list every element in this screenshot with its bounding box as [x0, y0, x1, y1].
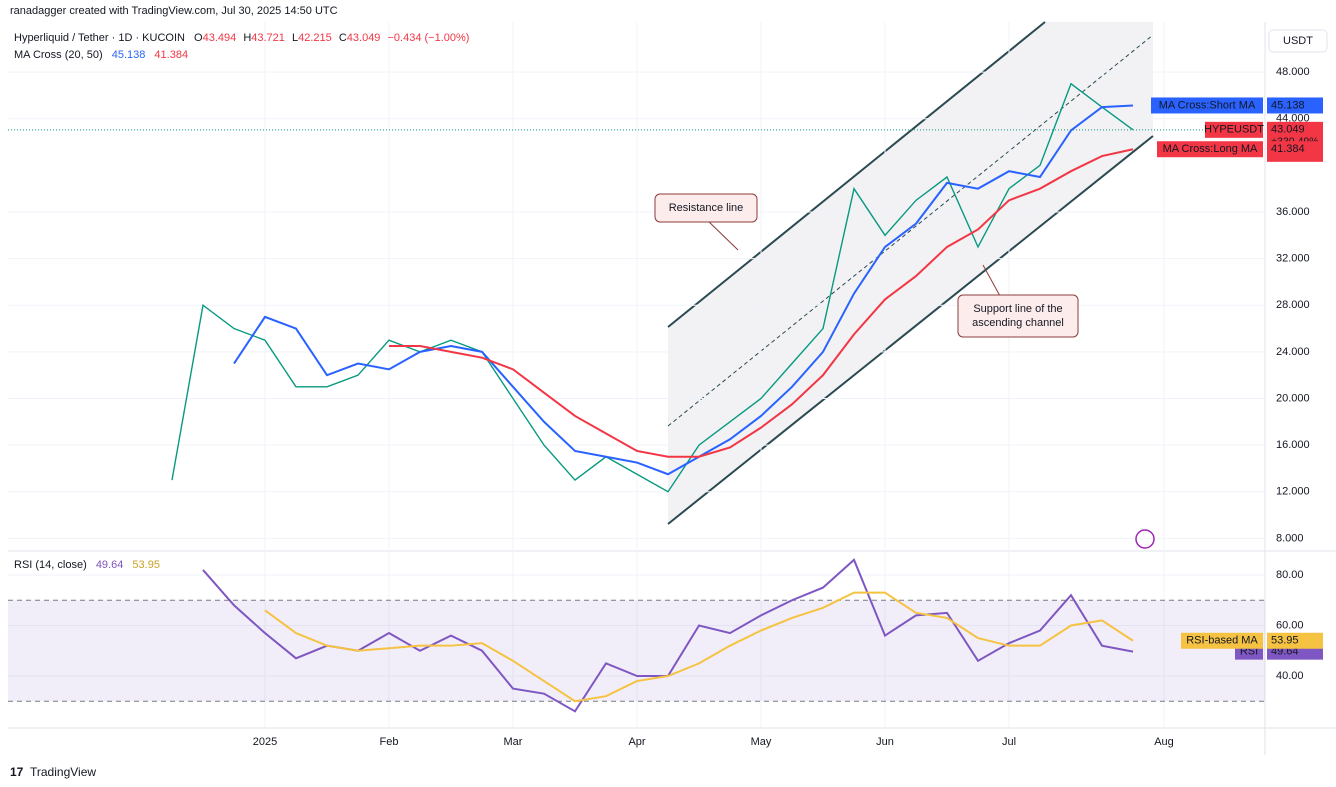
series-name: HYPEUSDT — [1204, 124, 1264, 136]
y-tick-label: 80.00 — [1276, 569, 1304, 581]
y-tick-label: 20.000 — [1276, 392, 1310, 404]
ohlc-value: 43.721 — [251, 32, 285, 44]
series-line — [171, 82, 1134, 493]
y-tick-label: 8.000 — [1276, 532, 1304, 544]
ohlc-value: 43.049 — [347, 32, 381, 44]
currency[interactable]: USDT — [1283, 35, 1313, 47]
series-line — [389, 148, 1134, 458]
y-tick-label: 60.00 — [1276, 619, 1304, 631]
resistance-annotation: Resistance line — [654, 193, 758, 251]
ohlc-key: L — [292, 32, 298, 44]
symbol: Hyperliquid / Tether · 1D · KUCOIN — [14, 32, 185, 44]
y-tick-label: 12.000 — [1276, 486, 1310, 498]
y-tick-label: 16.000 — [1276, 439, 1310, 451]
x-tick-label: Apr — [628, 736, 645, 748]
ohlc-value: 42.215 — [298, 32, 332, 44]
series-value-tag — [1267, 97, 1323, 114]
y-tick-label: 48.000 — [1276, 66, 1310, 78]
ma-legend: MA Cross (20, 50) 45.138 41.384 — [14, 49, 188, 61]
support-line — [667, 135, 1154, 525]
annotation-box — [957, 294, 1079, 338]
x-tick-label: Mar — [504, 736, 523, 748]
ma-short-value: 45.138 — [112, 49, 146, 61]
series-name-tag — [1181, 632, 1263, 649]
rsi-legend: RSI (14, close) 49.64 53.95 — [14, 559, 160, 571]
ma-long-value: 41.384 — [154, 49, 188, 61]
channel-mid-line — [667, 34, 1154, 427]
y-tick-label: 44.000 — [1276, 113, 1310, 125]
annotation-text: Support line of the — [973, 303, 1062, 315]
x-tick-label: Jul — [1002, 736, 1016, 748]
ohlc-key: H — [243, 32, 251, 44]
y-tick-label: 32.000 — [1276, 253, 1310, 265]
ohlc-value: 43.494 — [203, 32, 237, 44]
alert-icon[interactable] — [1135, 529, 1155, 549]
rsi-value: 49.64 — [96, 559, 124, 571]
x-tick-label: Jun — [876, 736, 894, 748]
x-tick-label: 2025 — [253, 736, 277, 748]
rsi-band — [8, 600, 1265, 702]
series-value: 45.138 — [1271, 99, 1305, 111]
series-name: RSI-based MA — [1186, 635, 1258, 647]
ma-title: MA Cross (20, 50) — [14, 49, 103, 61]
x-tick-label: May — [751, 736, 772, 748]
footer-brand: TradingView — [30, 765, 96, 779]
credit: ranadagger created with TradingView.com,… — [10, 5, 338, 17]
rsi-title: RSI (14, close) — [14, 559, 87, 571]
series-name: MA Cross:Short MA — [1159, 99, 1256, 111]
annotation-text: Resistance line — [669, 202, 744, 214]
change: −0.434 (−1.00%) — [388, 32, 470, 44]
ohlc-key: C — [339, 32, 347, 44]
series-name-tag — [1157, 141, 1263, 158]
rsi-ma-value: 53.95 — [132, 559, 160, 571]
plot — [8, 22, 1265, 727]
y-tick-label: 24.000 — [1276, 346, 1310, 358]
symbol-legend: Hyperliquid / Tether · 1D · KUCOIN O43.4… — [14, 32, 469, 44]
y-tick-label: 36.000 — [1276, 206, 1310, 218]
x-tick-label: Feb — [380, 736, 399, 748]
y-tick-label: 28.000 — [1276, 299, 1310, 311]
series-value-tag — [1267, 141, 1323, 158]
series-value: 43.049 — [1271, 124, 1305, 136]
x-tick-label: Aug — [1154, 736, 1174, 748]
series-value-tag — [1267, 632, 1323, 649]
series-name-tag — [1205, 121, 1263, 138]
annotation-arrow — [982, 264, 1001, 297]
annotation-text: ascending channel — [972, 317, 1064, 329]
series-line — [264, 591, 1134, 703]
annotation-box — [654, 193, 758, 223]
support-annotation: Support line of the ascending channel — [957, 264, 1079, 338]
series-line — [233, 104, 1134, 476]
resistance-line — [667, 21, 1046, 328]
tv-logo: 17 — [10, 765, 24, 779]
series-name-tag — [1151, 97, 1263, 114]
series-value: 53.95 — [1271, 635, 1299, 647]
annotation-arrow — [704, 217, 739, 251]
ohlc-key: O — [194, 32, 203, 44]
series-name: MA Cross:Long MA — [1163, 143, 1258, 155]
currency-button[interactable] — [1268, 29, 1328, 53]
series-value: 41.384 — [1271, 143, 1305, 155]
y-tick-label: 40.00 — [1276, 670, 1304, 682]
